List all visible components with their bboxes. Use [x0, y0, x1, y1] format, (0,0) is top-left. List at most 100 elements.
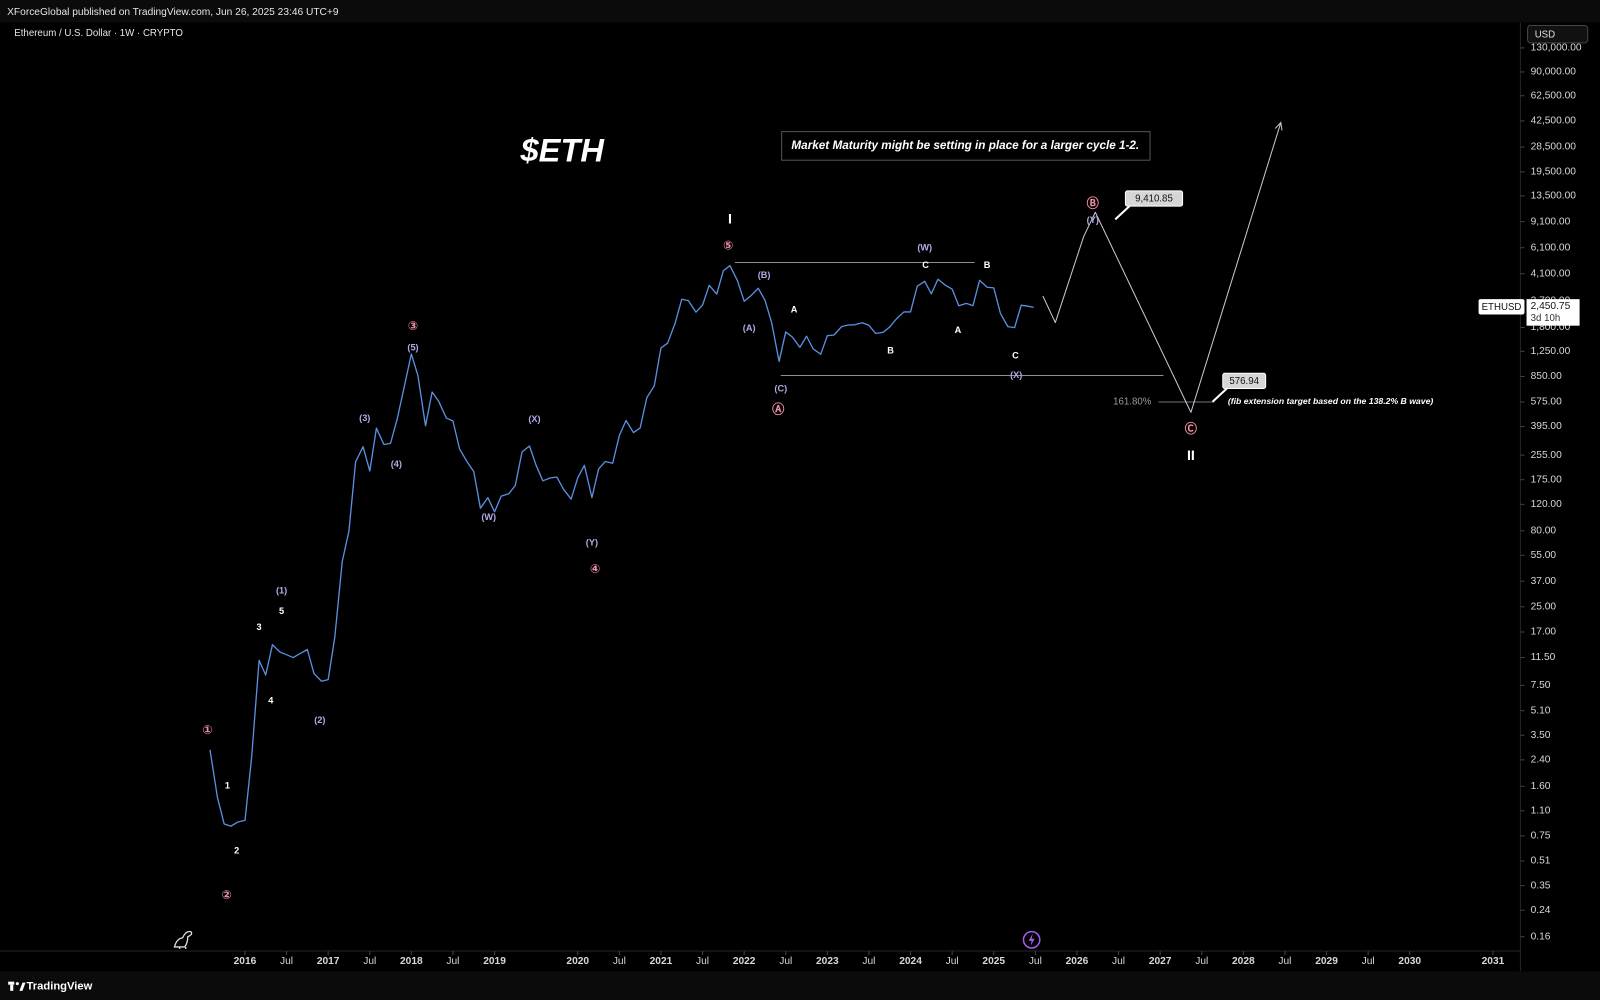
y-tick-label: 850.00 [1531, 371, 1562, 382]
y-tick-label: 4,100.00 [1531, 268, 1571, 279]
y-tick-label: 0.24 [1531, 905, 1551, 916]
chart-title: $ETH [520, 132, 606, 169]
last-price-label: 2,450.75 [1531, 301, 1571, 312]
target-pointer [1114, 205, 1131, 221]
symbol-tag [1478, 299, 1525, 315]
fib-label: 161.80% [1113, 397, 1152, 408]
y-tick-label: 25.00 [1531, 601, 1557, 612]
y-tick-label: 5.10 [1531, 705, 1551, 716]
x-tick-label: 2028 [1232, 956, 1255, 967]
y-tick-label: 120.00 [1531, 499, 1562, 510]
wave-label: (3) [359, 413, 370, 423]
wave-label: (X) [528, 414, 540, 424]
wave-label: (Y) [1087, 215, 1099, 225]
target-label: 9,410.85 [1135, 194, 1173, 205]
x-tick-label: 2017 [317, 956, 340, 967]
x-tick-label: Jul [280, 956, 293, 967]
wave-label: ② [221, 888, 231, 902]
y-tick-label: 1.10 [1531, 806, 1551, 817]
x-tick-label: 2020 [566, 956, 589, 967]
wave-label: (5) [407, 342, 418, 352]
x-tick-label: 2016 [234, 956, 257, 967]
x-tick-label: Jul [862, 956, 875, 967]
y-tick-label: 0.16 [1531, 931, 1551, 942]
bottom-bar [0, 971, 1600, 1000]
x-tick-label: 2018 [400, 956, 423, 967]
y-tick-label: 90,000.00 [1531, 67, 1577, 78]
x-tick-label: 2031 [1482, 956, 1505, 967]
wave-label: Ⓐ [772, 402, 785, 417]
wave-label: 4 [268, 696, 274, 706]
wave-label: ⑤ [723, 238, 733, 252]
y-tick-label: 19,500.00 [1531, 167, 1577, 178]
x-tick-label: Jul [1278, 956, 1291, 967]
wave-label: (X) [1010, 370, 1022, 380]
wave-label: (4) [391, 459, 402, 469]
x-tick-label: 2027 [1149, 956, 1172, 967]
y-tick-label: 0.51 [1531, 856, 1551, 867]
x-tick-label: 2021 [650, 956, 673, 967]
dino-icon [173, 930, 193, 949]
wave-label: (W) [917, 242, 932, 252]
currency-label: USD [1535, 29, 1555, 40]
y-tick-label: 17.00 [1531, 627, 1557, 638]
wave-label: I [728, 211, 732, 227]
symbol-legend: Ethereum / U.S. Dollar · 1W · CRYPTO [14, 28, 183, 39]
replay-icon[interactable] [1022, 930, 1041, 949]
wave-label: II [1187, 448, 1195, 464]
target-box [1124, 190, 1184, 207]
target-pointer [1211, 387, 1228, 403]
y-tick-label: 1,800.00 [1531, 322, 1571, 333]
x-tick-label: Jul [363, 956, 376, 967]
y-tick-label: 395.00 [1531, 421, 1562, 432]
y-tick-label: 13,500.00 [1531, 191, 1577, 202]
wave-label: (W) [481, 512, 496, 522]
y-tick-label: 575.00 [1531, 397, 1562, 408]
annotation-box [781, 131, 1151, 161]
y-tick-label: 255.00 [1531, 450, 1562, 461]
y-tick-label: 55.00 [1531, 550, 1557, 561]
x-tick-label: Jul [696, 956, 709, 967]
wave-label: A [955, 325, 962, 335]
tradingview-logo [8, 981, 26, 991]
x-tick-label: Jul [613, 956, 626, 967]
wave-label: B [887, 346, 894, 356]
wave-label: 5 [279, 606, 284, 616]
wave-label: ① [202, 723, 212, 737]
x-tick-label: 2024 [899, 956, 922, 967]
wave-label: (B) [758, 270, 771, 280]
x-tick-label: 2029 [1315, 956, 1338, 967]
x-tick-label: 2023 [816, 956, 839, 967]
y-tick-label: 6,100.00 [1531, 242, 1571, 253]
wave-label: ④ [590, 562, 600, 576]
wave-label: (1) [276, 585, 287, 595]
y-tick-label: 62,500.00 [1531, 90, 1577, 101]
x-tick-label: Jul [1362, 956, 1375, 967]
x-tick-label: Jul [1112, 956, 1125, 967]
countdown: 3d 10h [1531, 313, 1561, 324]
x-tick-label: Jul [946, 956, 959, 967]
y-tick-label: 80.00 [1531, 526, 1557, 537]
wave-label: (Y) [586, 537, 598, 547]
currency-button[interactable] [1527, 25, 1589, 44]
y-tick-label: 1.60 [1531, 781, 1551, 792]
y-tick-label: 1,250.00 [1531, 346, 1571, 357]
wave-label: Ⓑ [1087, 196, 1100, 211]
price-line [209, 265, 1034, 827]
top-bar [0, 0, 1600, 23]
x-tick-label: Jul [1195, 956, 1208, 967]
y-tick-label: 2.40 [1531, 755, 1551, 766]
projection-path [1042, 122, 1282, 413]
symbol-tag-label: ETHUSD [1482, 302, 1522, 313]
footer-brand: TradingView [27, 981, 93, 993]
wave-label: ③ [408, 319, 418, 333]
y-tick-label: 0.35 [1531, 880, 1551, 891]
x-tick-label: 2026 [1066, 956, 1089, 967]
wave-label: Ⓒ [1185, 421, 1198, 436]
x-tick-label: 2030 [1398, 956, 1421, 967]
projection-arrowhead [1274, 121, 1283, 131]
wave-label: (A) [743, 323, 756, 333]
last-price-box [1526, 299, 1580, 326]
